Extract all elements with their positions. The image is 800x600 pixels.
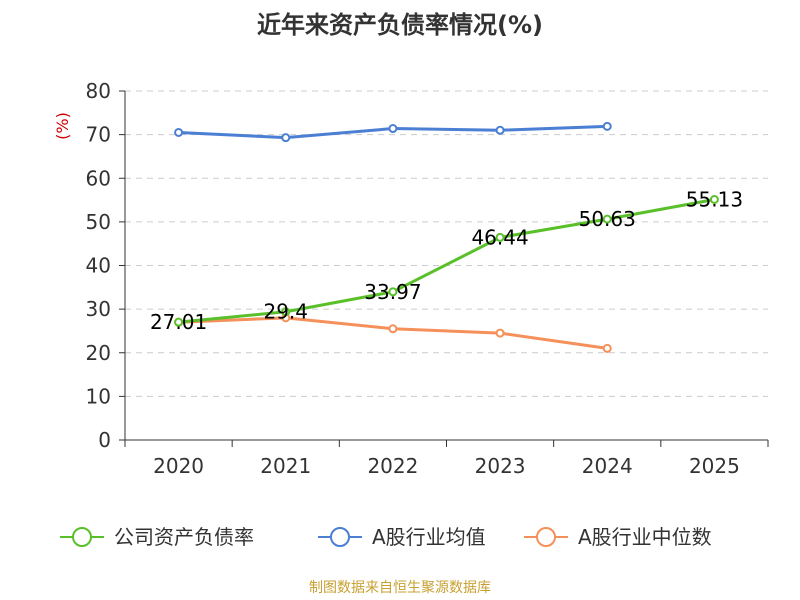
- data-label: 55.13: [686, 187, 743, 211]
- source-note: 制图数据来自恒生聚源数据库: [309, 580, 491, 596]
- legend-marker: [330, 527, 350, 547]
- data-point[interactable]: [388, 324, 398, 334]
- data-label: 29.4: [263, 300, 308, 324]
- y-tick-label: 40: [86, 254, 111, 278]
- x-tick-label: 2020: [153, 454, 204, 478]
- y-tick-label: 0: [98, 428, 111, 452]
- data-point[interactable]: [709, 194, 719, 204]
- y-axis-unit-label: (%): [53, 112, 72, 140]
- data-point[interactable]: [388, 287, 398, 297]
- data-point[interactable]: [174, 317, 184, 327]
- y-tick-label: 80: [86, 79, 111, 103]
- series-line: [178, 198, 715, 324]
- y-tick-label: 50: [86, 210, 111, 234]
- legend-marker: [72, 527, 92, 547]
- y-tick-label: 20: [86, 341, 111, 365]
- data-point[interactable]: [495, 232, 505, 242]
- data-point[interactable]: [174, 127, 184, 137]
- legend-item[interactable]: A股行业均值: [318, 525, 486, 549]
- legend[interactable]: 公司资产负债率 A股行业均值 A股行业中位数: [60, 525, 712, 549]
- axes: 0 10 20 30 40 50 60 70 80 2020 2021 2022 2023 2024 202…: [86, 79, 769, 478]
- data-labels: 27.01 29.4 33.97 46.44 50.63 55.13: [150, 187, 743, 334]
- y-tick-label: 10: [86, 384, 111, 408]
- series-layer: [174, 121, 719, 353]
- legend-label: A股行业均值: [372, 525, 486, 549]
- data-point[interactable]: [281, 307, 291, 317]
- y-tick-label: 70: [86, 123, 111, 147]
- data-label: 27.01: [150, 310, 207, 334]
- data-point[interactable]: [388, 124, 398, 134]
- legend-label: 公司资产负债率: [114, 525, 254, 549]
- grid-lines: [125, 90, 768, 397]
- chart-title: 近年来资产负债率情况(%): [257, 11, 543, 39]
- x-tick-label: 2021: [260, 454, 311, 478]
- legend-label: A股行业中位数: [578, 525, 712, 549]
- data-point[interactable]: [602, 214, 612, 224]
- data-label: 33.97: [364, 280, 421, 304]
- data-point[interactable]: [495, 328, 505, 338]
- x-tick-label: 2025: [689, 454, 740, 478]
- legend-item[interactable]: 公司资产负债率: [60, 525, 254, 549]
- legend-marker: [536, 527, 556, 547]
- x-tick-label: 2023: [475, 454, 526, 478]
- data-point[interactable]: [602, 343, 612, 353]
- x-tick-label: 2024: [582, 454, 633, 478]
- data-point[interactable]: [602, 121, 612, 131]
- data-point[interactable]: [281, 133, 291, 143]
- data-label: 50.63: [579, 207, 636, 231]
- y-tick-label: 60: [86, 166, 111, 190]
- x-tick-label: 2022: [367, 454, 418, 478]
- data-point[interactable]: [495, 125, 505, 135]
- y-tick-label: 30: [86, 297, 111, 321]
- legend-item[interactable]: A股行业中位数: [524, 525, 712, 549]
- data-label: 46.44: [471, 225, 528, 249]
